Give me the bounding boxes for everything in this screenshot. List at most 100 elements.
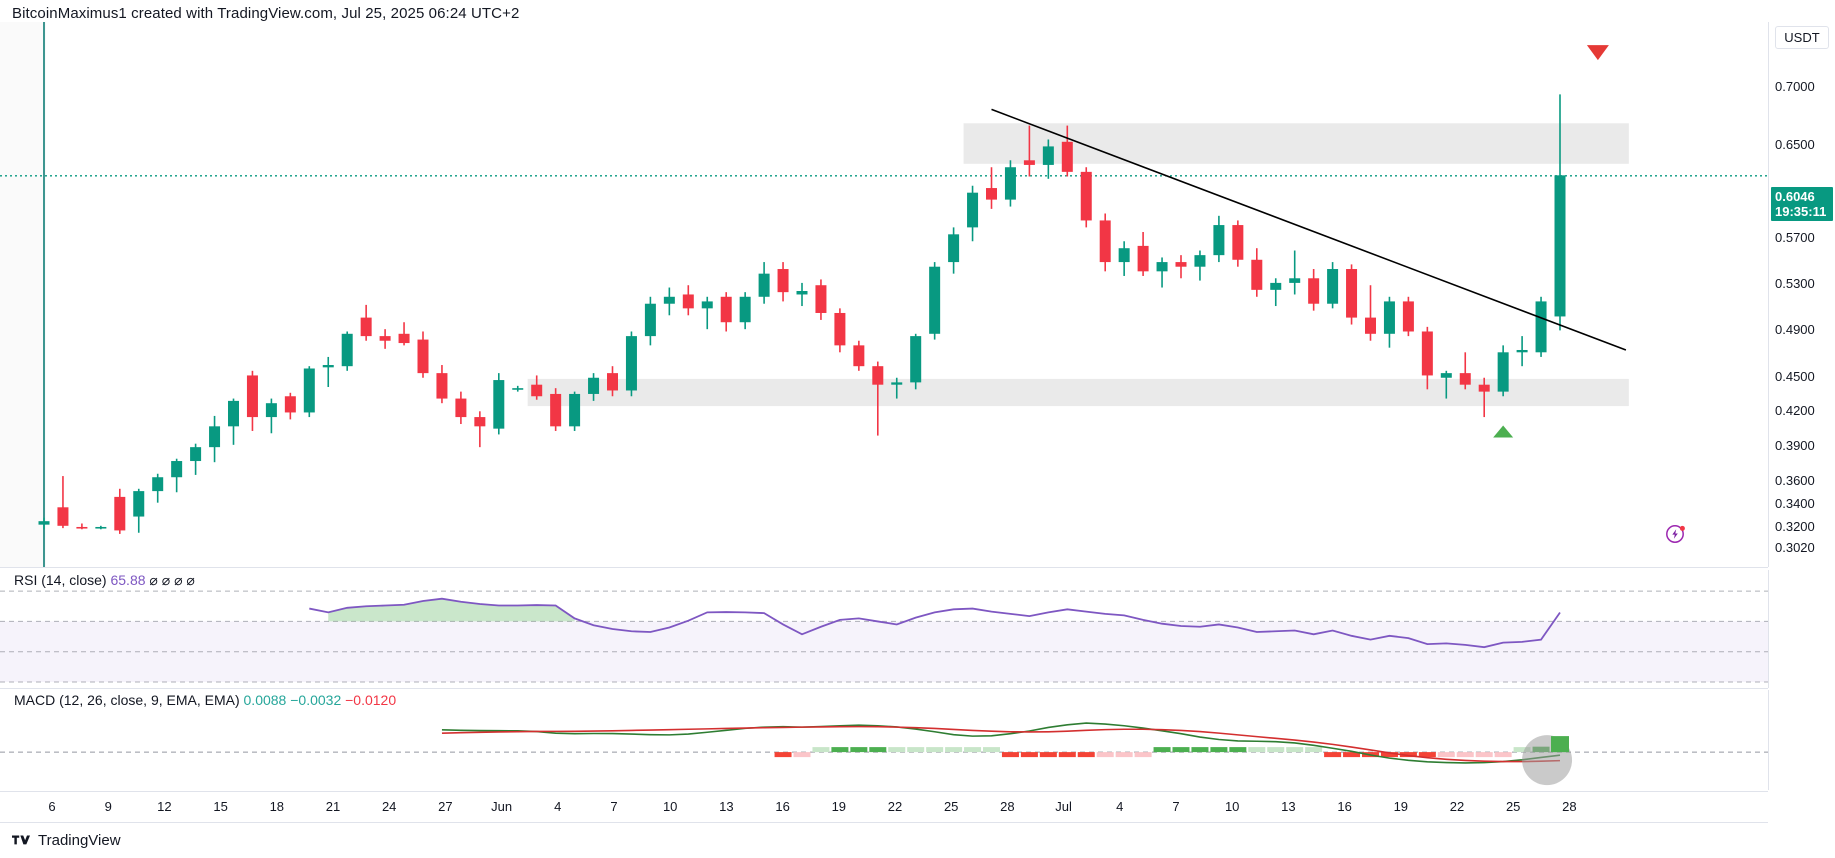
support-zone[interactable] (527, 378, 1629, 407)
candlestick[interactable] (455, 391, 467, 425)
candlestick[interactable] (1459, 352, 1471, 390)
candlestick[interactable] (701, 296, 713, 330)
candlestick[interactable] (417, 331, 429, 378)
candlestick[interactable] (1004, 160, 1016, 207)
candlestick[interactable] (1251, 248, 1263, 297)
candlestick[interactable] (625, 331, 637, 397)
macd-pane[interactable] (0, 690, 1768, 790)
candlestick[interactable] (720, 292, 732, 332)
candlestick[interactable] (190, 443, 202, 475)
candlestick[interactable] (474, 411, 486, 448)
candlestick[interactable] (531, 375, 543, 400)
candlestick[interactable] (1554, 94, 1566, 331)
candlestick[interactable] (265, 398, 277, 434)
rsi-chart-canvas[interactable] (0, 570, 1768, 688)
rsi-axis[interactable]: 80.0060.0040.00 65.88 (1768, 570, 1835, 688)
candlestick[interactable] (379, 329, 391, 349)
candlestick[interactable] (493, 373, 505, 435)
candlestick[interactable] (1516, 336, 1528, 367)
candlestick[interactable] (834, 308, 846, 353)
candlestick[interactable] (209, 415, 221, 463)
candlestick[interactable] (1061, 125, 1073, 177)
candlestick[interactable] (76, 523, 88, 530)
candlestick[interactable] (1383, 296, 1395, 348)
tradingview-logo[interactable]: TradingView (12, 832, 121, 849)
candlestick[interactable] (512, 385, 524, 392)
candlestick[interactable] (152, 473, 164, 503)
candlestick[interactable] (758, 262, 770, 304)
macd-axis[interactable]: 0.0500 0.0088−0.0032−0.0120 (1768, 690, 1835, 790)
macd-line[interactable] (441, 722, 1561, 764)
candlestick[interactable] (1156, 257, 1168, 288)
candlestick[interactable] (1402, 296, 1414, 337)
candlestick[interactable] (1308, 269, 1320, 311)
candlestick[interactable] (891, 377, 903, 399)
descending-trendline[interactable] (991, 108, 1627, 351)
macd-legend[interactable]: MACD (12, 26, close, 9, EMA, EMA) 0.0088… (14, 692, 396, 708)
candlestick[interactable] (550, 388, 562, 431)
candlestick[interactable] (1175, 255, 1187, 279)
candlestick[interactable] (569, 391, 581, 431)
candlestick[interactable] (796, 282, 808, 307)
candlestick[interactable] (1099, 213, 1111, 272)
candlestick[interactable] (114, 488, 126, 534)
lightning-alert-icon[interactable] (1664, 521, 1688, 545)
candlestick[interactable] (948, 227, 960, 274)
candlestick[interactable] (1118, 241, 1130, 276)
candlestick[interactable] (1289, 250, 1301, 295)
candlestick[interactable] (815, 279, 827, 320)
candlestick[interactable] (644, 296, 656, 346)
rsi-legend[interactable]: RSI (14, close) 65.88 ⌀ ⌀ ⌀ ⌀ (14, 572, 195, 589)
candlestick[interactable] (682, 285, 694, 316)
candlestick[interactable] (436, 365, 448, 404)
resistance-zone[interactable] (963, 123, 1629, 164)
candlestick[interactable] (986, 167, 997, 209)
candlestick[interactable] (1346, 264, 1358, 325)
candlestick[interactable] (1327, 262, 1339, 309)
buy-marker-icon[interactable] (1493, 425, 1514, 438)
candlestick[interactable] (929, 262, 941, 340)
candlestick[interactable] (341, 331, 353, 371)
candlestick[interactable] (910, 333, 922, 390)
candlestick[interactable] (607, 366, 618, 397)
candlestick[interactable] (588, 373, 600, 401)
rsi-pane[interactable] (0, 570, 1768, 688)
candlestick[interactable] (228, 398, 239, 445)
candlestick[interactable] (1194, 250, 1206, 281)
candlestick[interactable] (360, 304, 372, 341)
candlestick[interactable] (1080, 167, 1092, 228)
candlestick[interactable] (398, 322, 410, 346)
candlestick[interactable] (171, 458, 183, 493)
candlestick[interactable] (284, 392, 296, 420)
candlestick[interactable] (1535, 296, 1547, 357)
candlestick[interactable] (57, 476, 69, 529)
candlestick[interactable] (303, 366, 315, 418)
candlestick[interactable] (872, 361, 884, 436)
candlestick[interactable] (1365, 285, 1376, 341)
candlestick[interactable] (246, 370, 258, 431)
candlestick[interactable] (777, 262, 789, 302)
candlestick[interactable] (1023, 125, 1035, 177)
candlestick[interactable] (967, 185, 979, 242)
price-pane[interactable] (0, 22, 1768, 567)
candlestick[interactable] (1270, 278, 1282, 307)
rsi-line[interactable] (309, 597, 1561, 649)
candlestick[interactable] (1232, 220, 1244, 267)
price-axis[interactable]: USDT 0.7000 0.6500 0.5700 0.5300 0.4900 0.450… (1768, 22, 1835, 567)
candlestick[interactable] (1137, 232, 1149, 276)
candlestick[interactable] (322, 356, 334, 388)
price-badge[interactable]: 0.6046 19:35:11 (1771, 186, 1833, 222)
price-chart-canvas[interactable] (0, 22, 1768, 567)
sell-marker-icon[interactable] (1586, 45, 1609, 61)
candlestick[interactable] (1213, 215, 1225, 263)
candlestick[interactable] (1478, 377, 1490, 418)
candlestick[interactable] (38, 517, 50, 530)
candlestick[interactable] (853, 340, 865, 371)
candlestick[interactable] (1042, 139, 1054, 179)
candlestick[interactable] (1421, 326, 1433, 390)
macd-chart-canvas[interactable] (0, 690, 1768, 790)
candlestick[interactable] (1497, 345, 1509, 397)
candlestick[interactable] (663, 287, 675, 316)
macd-signal-line[interactable] (441, 725, 1561, 763)
candlestick[interactable] (95, 525, 107, 530)
